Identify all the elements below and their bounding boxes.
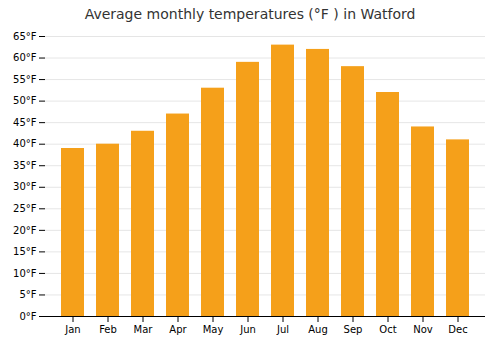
svg-text:Sep: Sep (344, 324, 363, 335)
html-text:Average monthly temperatures (: Average monthly temperatures (°F ) in Wa… (84, 6, 416, 22)
svg-text:50°F: 50°F (13, 95, 37, 106)
svg-text:15°F: 15°F (13, 246, 37, 257)
svg-text:25°F: 25°F (13, 203, 37, 214)
svg-text:Jan: Jan (64, 324, 80, 335)
svg-text:Mar: Mar (134, 324, 154, 335)
svg-text:Oct: Oct (379, 324, 396, 335)
svg-text:10°F: 10°F (13, 268, 37, 279)
svg-text:Nov: Nov (413, 324, 433, 335)
svg-text:35°F: 35°F (13, 160, 37, 171)
svg-text:May: May (203, 324, 224, 335)
svg-text:45°F: 45°F (13, 117, 37, 128)
svg-text:Feb: Feb (99, 324, 117, 335)
svg-text:Apr: Apr (169, 324, 187, 335)
svg-text:30°F: 30°F (13, 181, 37, 192)
svg-text:Jul: Jul (276, 324, 289, 335)
svg-text:5°F: 5°F (19, 289, 36, 300)
svg-text:60°F: 60°F (13, 52, 37, 63)
svg-text:Jun: Jun (239, 324, 256, 335)
svg-text:Aug: Aug (308, 324, 328, 335)
svg-text:0°F: 0°F (19, 311, 36, 322)
svg-text:55°F: 55°F (13, 74, 37, 85)
svg-text:65°F: 65°F (13, 31, 37, 42)
svg-text:Dec: Dec (448, 324, 467, 335)
svg-text:20°F: 20°F (13, 225, 37, 236)
svg-text:40°F: 40°F (13, 138, 37, 149)
